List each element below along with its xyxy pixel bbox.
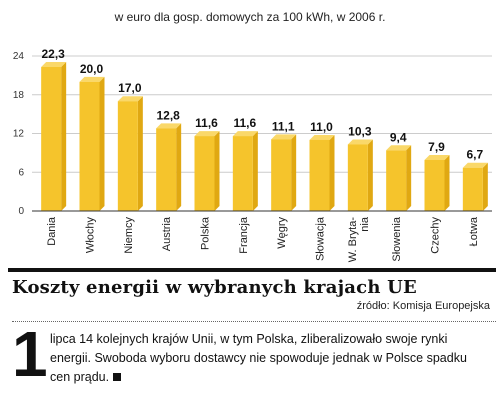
bar-side	[444, 154, 450, 211]
bar-front	[194, 136, 215, 211]
bar	[347, 139, 373, 211]
bar	[386, 145, 412, 211]
bar	[194, 131, 220, 211]
bar-top	[347, 139, 373, 145]
bar-front	[424, 159, 445, 211]
bar-top	[232, 131, 258, 137]
bar-top	[41, 61, 67, 67]
bar-side	[99, 76, 105, 211]
category-label: Polska	[200, 216, 212, 250]
bar-front	[156, 128, 177, 211]
category-label: W. Bryta-nia	[347, 216, 371, 262]
category-label: Łotwa	[468, 216, 480, 246]
bar-side	[329, 134, 335, 211]
category-labels: Dania Włochy Niemcy Austria Polska Francja Węg…	[46, 216, 480, 262]
bar	[156, 123, 182, 211]
bar-side	[291, 134, 297, 211]
bar-top	[271, 134, 297, 140]
chart-title: Koszty energii w wybranych krajach UE	[12, 277, 417, 298]
y-axis-ticks: 0 6 12 18 24	[13, 51, 25, 217]
value-label: 17,0	[118, 81, 142, 95]
bar-top	[79, 76, 105, 82]
bar	[309, 134, 335, 211]
value-label: 11,6	[195, 116, 218, 130]
value-label: 7,9	[428, 140, 445, 154]
bar-top	[194, 131, 220, 137]
bar-side	[482, 162, 488, 211]
bar	[41, 61, 67, 212]
value-label: 9,4	[390, 130, 407, 144]
value-label: 12,8	[156, 108, 180, 122]
bar-top	[309, 134, 335, 140]
bar-side	[367, 139, 373, 211]
grid-lines	[32, 55, 492, 173]
category-label: Słowacja	[315, 216, 327, 261]
bar-front	[386, 150, 407, 211]
bar	[232, 131, 258, 211]
bar	[462, 162, 488, 211]
article-text: lipca 14 kolejnych krajów Unii, w tym Po…	[50, 330, 490, 387]
bar-side	[61, 61, 67, 212]
category-label: Węgry	[276, 217, 288, 249]
y-tick-label: 18	[13, 90, 25, 101]
bar-top	[462, 162, 488, 168]
value-label: 11,1	[272, 119, 295, 133]
value-label: 20,0	[80, 62, 104, 76]
title-divider	[8, 268, 496, 272]
y-tick-label: 6	[18, 167, 24, 178]
bar-top	[424, 154, 450, 160]
bars	[41, 61, 488, 212]
category-label: Niemcy	[123, 217, 135, 254]
value-label: 10,3	[348, 124, 372, 138]
bar-front	[462, 167, 483, 211]
chart-subtitle: w euro dla gosp. domowych za 100 kWh, w …	[114, 10, 386, 24]
drop-cap: 1	[12, 318, 48, 390]
bar-front	[79, 81, 100, 211]
category-label: Francja	[238, 216, 250, 254]
bar-front	[347, 144, 368, 211]
y-tick-label: 0	[18, 206, 24, 217]
value-label: 22,3	[41, 47, 65, 61]
bar	[424, 154, 450, 211]
bar-top	[386, 145, 412, 151]
y-tick-label: 24	[13, 51, 25, 62]
end-mark	[113, 373, 122, 381]
bar	[79, 76, 105, 211]
bar-side	[176, 123, 182, 211]
dotted-separator	[12, 321, 496, 322]
article-body: lipca 14 kolejnych krajów Unii, w tym Po…	[50, 332, 467, 384]
value-labels: 22,3 20,0 17,0 12,8 11,6 11,6 11,1 11,0 10,3 9,4 7…	[41, 47, 483, 162]
value-label: 11,0	[310, 120, 333, 134]
bar-chart: 0 6 12 18 24 22,3 20,0 17,0 12,8 11,6 11,6 11,1 11,…	[13, 47, 492, 262]
bar-front	[41, 66, 62, 211]
source-note: źródło: Komisja Europejska	[356, 300, 490, 312]
category-label: Czechy	[430, 217, 442, 254]
bar-top	[156, 123, 182, 129]
bar-side	[214, 131, 220, 211]
bar	[117, 96, 143, 211]
bar-front	[117, 101, 138, 211]
category-label: Słowenia	[391, 216, 403, 262]
category-label: Austria	[161, 216, 173, 251]
bar-side	[252, 131, 258, 211]
bar-front	[309, 139, 330, 211]
y-tick-label: 12	[13, 129, 25, 140]
bar	[271, 134, 297, 211]
bar-front	[271, 139, 292, 211]
bar-side	[137, 96, 143, 211]
value-label: 6,7	[466, 148, 483, 162]
category-label: Dania	[46, 216, 58, 246]
bar-side	[406, 145, 412, 211]
value-label: 11,6	[233, 116, 256, 130]
bar-front	[232, 136, 253, 211]
bar-top	[117, 96, 143, 102]
category-label: Włochy	[85, 217, 97, 254]
